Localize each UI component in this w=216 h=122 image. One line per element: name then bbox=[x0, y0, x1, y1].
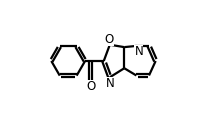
Text: O: O bbox=[105, 33, 114, 46]
Text: O: O bbox=[86, 80, 95, 93]
Text: N: N bbox=[134, 46, 143, 58]
Text: N: N bbox=[106, 77, 115, 90]
